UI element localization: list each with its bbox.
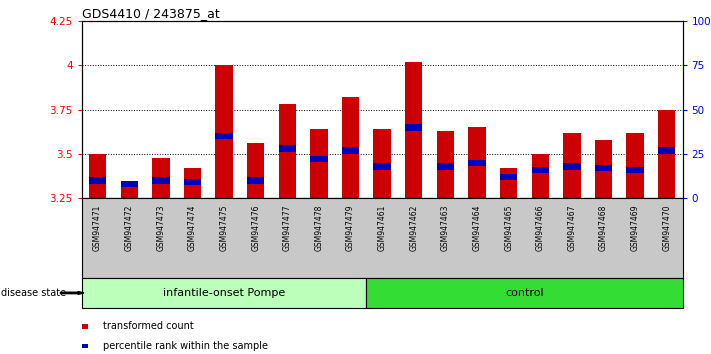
- Bar: [279, 104, 296, 198]
- Text: GSM947474: GSM947474: [188, 205, 197, 251]
- Text: GSM947465: GSM947465: [504, 205, 513, 251]
- Bar: [215, 133, 232, 139]
- Bar: [183, 168, 201, 198]
- Bar: [626, 167, 644, 173]
- Bar: [437, 131, 454, 198]
- Bar: [658, 110, 675, 198]
- Bar: [532, 154, 549, 198]
- Bar: [183, 179, 201, 185]
- Bar: [82, 278, 366, 308]
- Bar: [595, 165, 612, 171]
- Text: GSM947461: GSM947461: [378, 205, 387, 251]
- Bar: [373, 129, 391, 198]
- Text: GSM947479: GSM947479: [346, 205, 355, 251]
- Bar: [152, 158, 169, 198]
- Text: infantile-onset Pompe: infantile-onset Pompe: [163, 288, 285, 298]
- Text: GSM947470: GSM947470: [662, 205, 671, 251]
- Text: GSM947471: GSM947471: [93, 205, 102, 251]
- Text: GDS4410 / 243875_at: GDS4410 / 243875_at: [82, 7, 220, 20]
- Bar: [469, 160, 486, 166]
- Text: GSM947473: GSM947473: [156, 205, 166, 251]
- Bar: [500, 168, 518, 198]
- Bar: [342, 97, 359, 198]
- Bar: [500, 174, 518, 180]
- Bar: [626, 133, 644, 198]
- Bar: [563, 163, 581, 170]
- Text: GSM947472: GSM947472: [124, 205, 134, 251]
- Bar: [89, 154, 106, 198]
- Bar: [373, 163, 391, 170]
- Bar: [405, 124, 422, 131]
- Bar: [658, 147, 675, 154]
- Bar: [247, 143, 264, 198]
- Bar: [310, 129, 328, 198]
- Text: disease state: disease state: [1, 288, 67, 298]
- Bar: [563, 133, 581, 198]
- Bar: [279, 145, 296, 152]
- Bar: [342, 147, 359, 154]
- Bar: [152, 177, 169, 184]
- Text: control: control: [505, 288, 544, 298]
- Bar: [247, 177, 264, 184]
- Bar: [89, 177, 106, 184]
- Text: GSM947463: GSM947463: [441, 205, 450, 251]
- Bar: [366, 278, 683, 308]
- Bar: [405, 62, 422, 198]
- Text: GSM947476: GSM947476: [251, 205, 260, 251]
- Text: GSM947466: GSM947466: [536, 205, 545, 251]
- Bar: [120, 181, 138, 198]
- Bar: [532, 167, 549, 173]
- Bar: [120, 181, 138, 187]
- Text: GSM947469: GSM947469: [631, 205, 640, 251]
- Text: GSM947462: GSM947462: [410, 205, 418, 251]
- Bar: [215, 65, 232, 198]
- Text: GSM947468: GSM947468: [599, 205, 608, 251]
- Bar: [595, 140, 612, 198]
- Text: percentile rank within the sample: percentile rank within the sample: [103, 341, 268, 351]
- Bar: [437, 163, 454, 170]
- Text: GSM947477: GSM947477: [283, 205, 292, 251]
- Text: GSM947467: GSM947467: [567, 205, 577, 251]
- Text: transformed count: transformed count: [103, 321, 194, 331]
- Bar: [469, 127, 486, 198]
- Bar: [310, 156, 328, 162]
- Text: GSM947475: GSM947475: [220, 205, 228, 251]
- Text: GSM947478: GSM947478: [314, 205, 324, 251]
- Text: GSM947464: GSM947464: [473, 205, 481, 251]
